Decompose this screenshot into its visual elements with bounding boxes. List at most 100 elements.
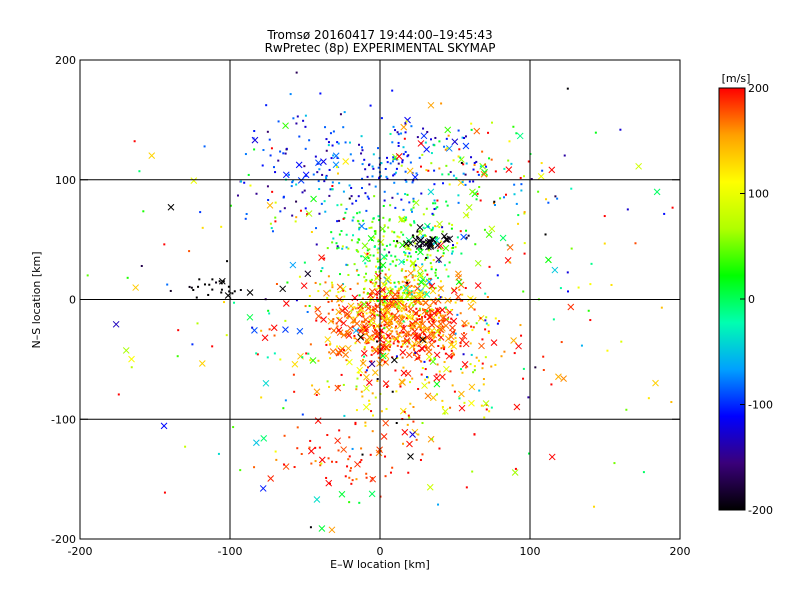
scatter-dot [446,147,449,150]
scatter-cross [385,315,392,322]
scatter-dot [418,156,421,159]
scatter-dot [473,433,476,436]
scatter-dot [461,371,464,374]
scatter-cross [414,354,421,362]
scatter-dot [308,446,311,449]
scatter-dot [415,307,418,310]
scatter-dot [594,131,597,134]
scatter-dot [464,366,467,369]
scatter-dot [420,245,423,248]
scatter-dot [279,210,282,213]
scatter-dot [223,301,226,304]
scatter-dot [332,130,335,133]
scatter-dot [371,392,374,395]
scatter-dot [400,198,403,201]
scatter-dot [380,358,383,361]
scatter-dot [373,236,376,239]
scatter-dot [570,247,573,250]
scatter-dot [361,395,364,398]
scatter-dot [452,159,455,162]
scatter-dot [352,326,355,329]
scatter-dot [436,206,439,209]
scatter-dot [429,311,432,314]
scatter-cross [458,404,466,412]
scatter-dot [409,327,412,330]
scatter-dot [261,164,264,167]
scatter-dot [371,308,374,311]
scatter-dot [386,334,389,337]
scatter-cross [367,235,375,242]
scatter-cross [465,204,473,211]
scatter-dot [387,268,390,271]
scatter-cross [122,347,130,354]
scatter-dot [311,384,314,387]
scatter-dot [348,184,351,187]
scatter-dot [385,407,388,410]
scatter-cross [433,374,441,382]
scatter-dot [434,274,437,277]
scatter-dot [389,471,392,474]
scatter-cross [302,171,310,179]
scatter-dot [391,160,394,163]
scatter-dot [373,312,376,315]
scatter-dot [370,278,373,281]
scatter-dot [434,340,437,343]
scatter-dot [378,270,381,273]
scatter-dot [519,324,522,327]
scatter-dot [317,180,320,183]
scatter-dot [377,345,380,348]
scatter-dot [295,200,298,203]
scatter-dot [423,326,426,329]
scatter-dot [385,282,388,285]
scatter-dot [394,245,397,248]
scatter-dot [411,235,414,238]
scatter-dot [425,291,428,294]
scatter-cross [457,179,465,187]
scatter-dot [346,465,349,468]
scatter-cross [167,203,175,211]
scatter-cross [310,195,317,203]
scatter-dot [290,185,293,188]
scatter-dot [407,333,410,336]
scatter-dot [412,348,415,351]
scatter-dot [226,260,229,263]
scatter-dot [440,102,443,105]
scatter-cross [442,244,450,252]
scatter-cross [428,282,436,290]
scatter-dot [409,381,412,384]
y-tick-label: 100 [55,174,76,187]
scatter-dot [485,408,488,411]
scatter-dot [482,383,485,386]
scatter-dot [395,297,398,300]
scatter-dot [282,152,285,155]
scatter-dot [365,279,368,282]
scatter-cross [270,324,278,332]
scatter-dot [459,312,462,315]
scatter-dot [389,132,392,135]
scatter-dot [392,300,395,303]
scatter-dot [444,148,447,151]
scatter-dot [397,292,400,295]
scatter-dot [372,153,375,156]
scatter-dot [423,234,426,237]
scatter-dot [340,230,343,233]
scatter-dot [392,174,395,177]
scatter-dot [432,320,435,323]
scatter-dot [356,314,359,317]
scatter-cross [516,132,524,140]
scatter-dot [419,301,422,304]
scatter-dot [406,291,409,294]
scatter-dot [422,226,425,229]
scatter-cross [451,138,459,146]
scatter-dot [336,345,339,348]
scatter-dot [274,171,277,174]
scatter-dot [484,292,487,295]
scatter-dot [361,297,364,300]
scatter-dot [395,308,398,311]
scatter-dot [481,367,484,370]
scatter-dot [438,261,441,264]
scatter-dot [445,200,448,203]
scatter-dot [344,141,347,144]
scatter-cross [406,314,414,321]
